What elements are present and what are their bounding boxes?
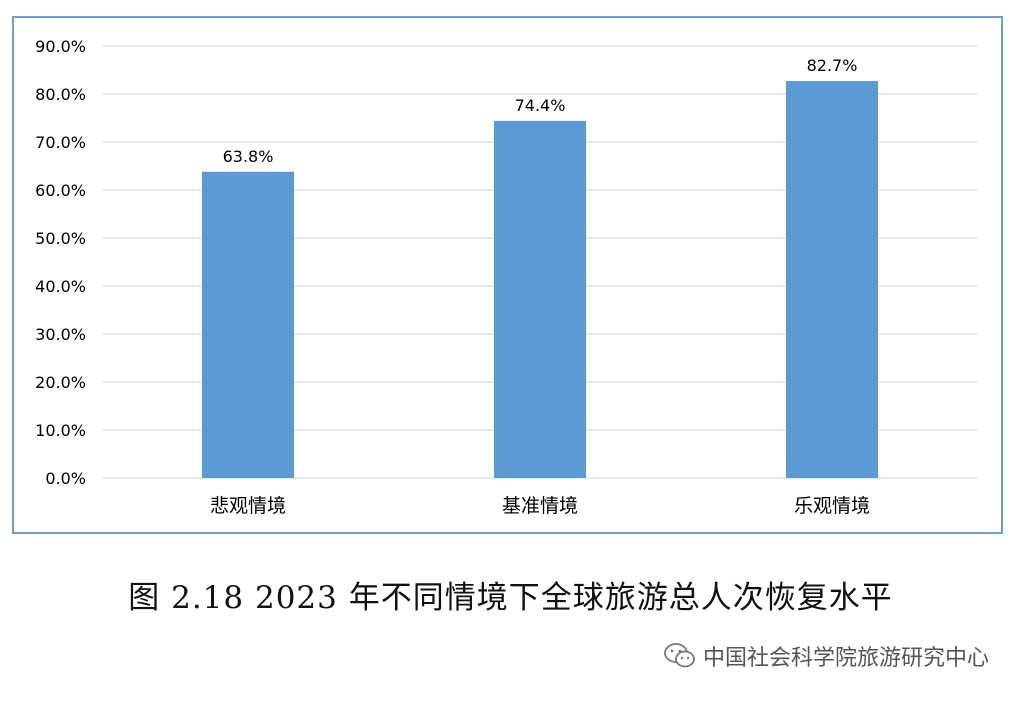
chart-frame: 0.0% 10.0% 20.0% 30.0% 40.0% 50.0% 60.0% 70.0% 8… bbox=[12, 16, 1003, 534]
bar-chart: 0.0% 10.0% 20.0% 30.0% 40.0% 50.0% 60.0% 70.0% 8… bbox=[35, 37, 978, 517]
y-tick-label: 20.0% bbox=[35, 373, 86, 392]
x-category-label: 乐观情境 bbox=[794, 495, 870, 517]
y-tick-label: 30.0% bbox=[35, 325, 86, 344]
y-tick-label: 80.0% bbox=[35, 85, 86, 104]
watermark-text: 中国社会科学院旅游研究中心 bbox=[702, 646, 989, 671]
x-category-label: 基准情境 bbox=[502, 495, 578, 517]
y-tick-label: 50.0% bbox=[35, 229, 86, 248]
x-category-label: 悲观情境 bbox=[210, 495, 286, 517]
data-label: 63.8% bbox=[223, 147, 274, 166]
bar bbox=[786, 81, 878, 478]
data-label: 74.4% bbox=[515, 96, 566, 115]
y-tick-label: 60.0% bbox=[35, 181, 86, 200]
y-tick-label: 70.0% bbox=[35, 133, 86, 152]
bar bbox=[494, 120, 586, 478]
y-tick-label: 0.0% bbox=[45, 469, 86, 488]
data-label: 82.7% bbox=[807, 56, 858, 75]
wechat-icon bbox=[664, 643, 695, 668]
bar bbox=[202, 171, 294, 478]
y-tick-label: 40.0% bbox=[35, 277, 86, 296]
y-tick-label: 90.0% bbox=[35, 37, 86, 56]
watermark: 中国社会科学院旅游研究中心 bbox=[663, 640, 989, 672]
figure-caption: 图 2.18 2023 年不同情境下全球旅游总人次恢复水平 bbox=[128, 580, 893, 616]
y-tick-label: 10.0% bbox=[35, 421, 86, 440]
